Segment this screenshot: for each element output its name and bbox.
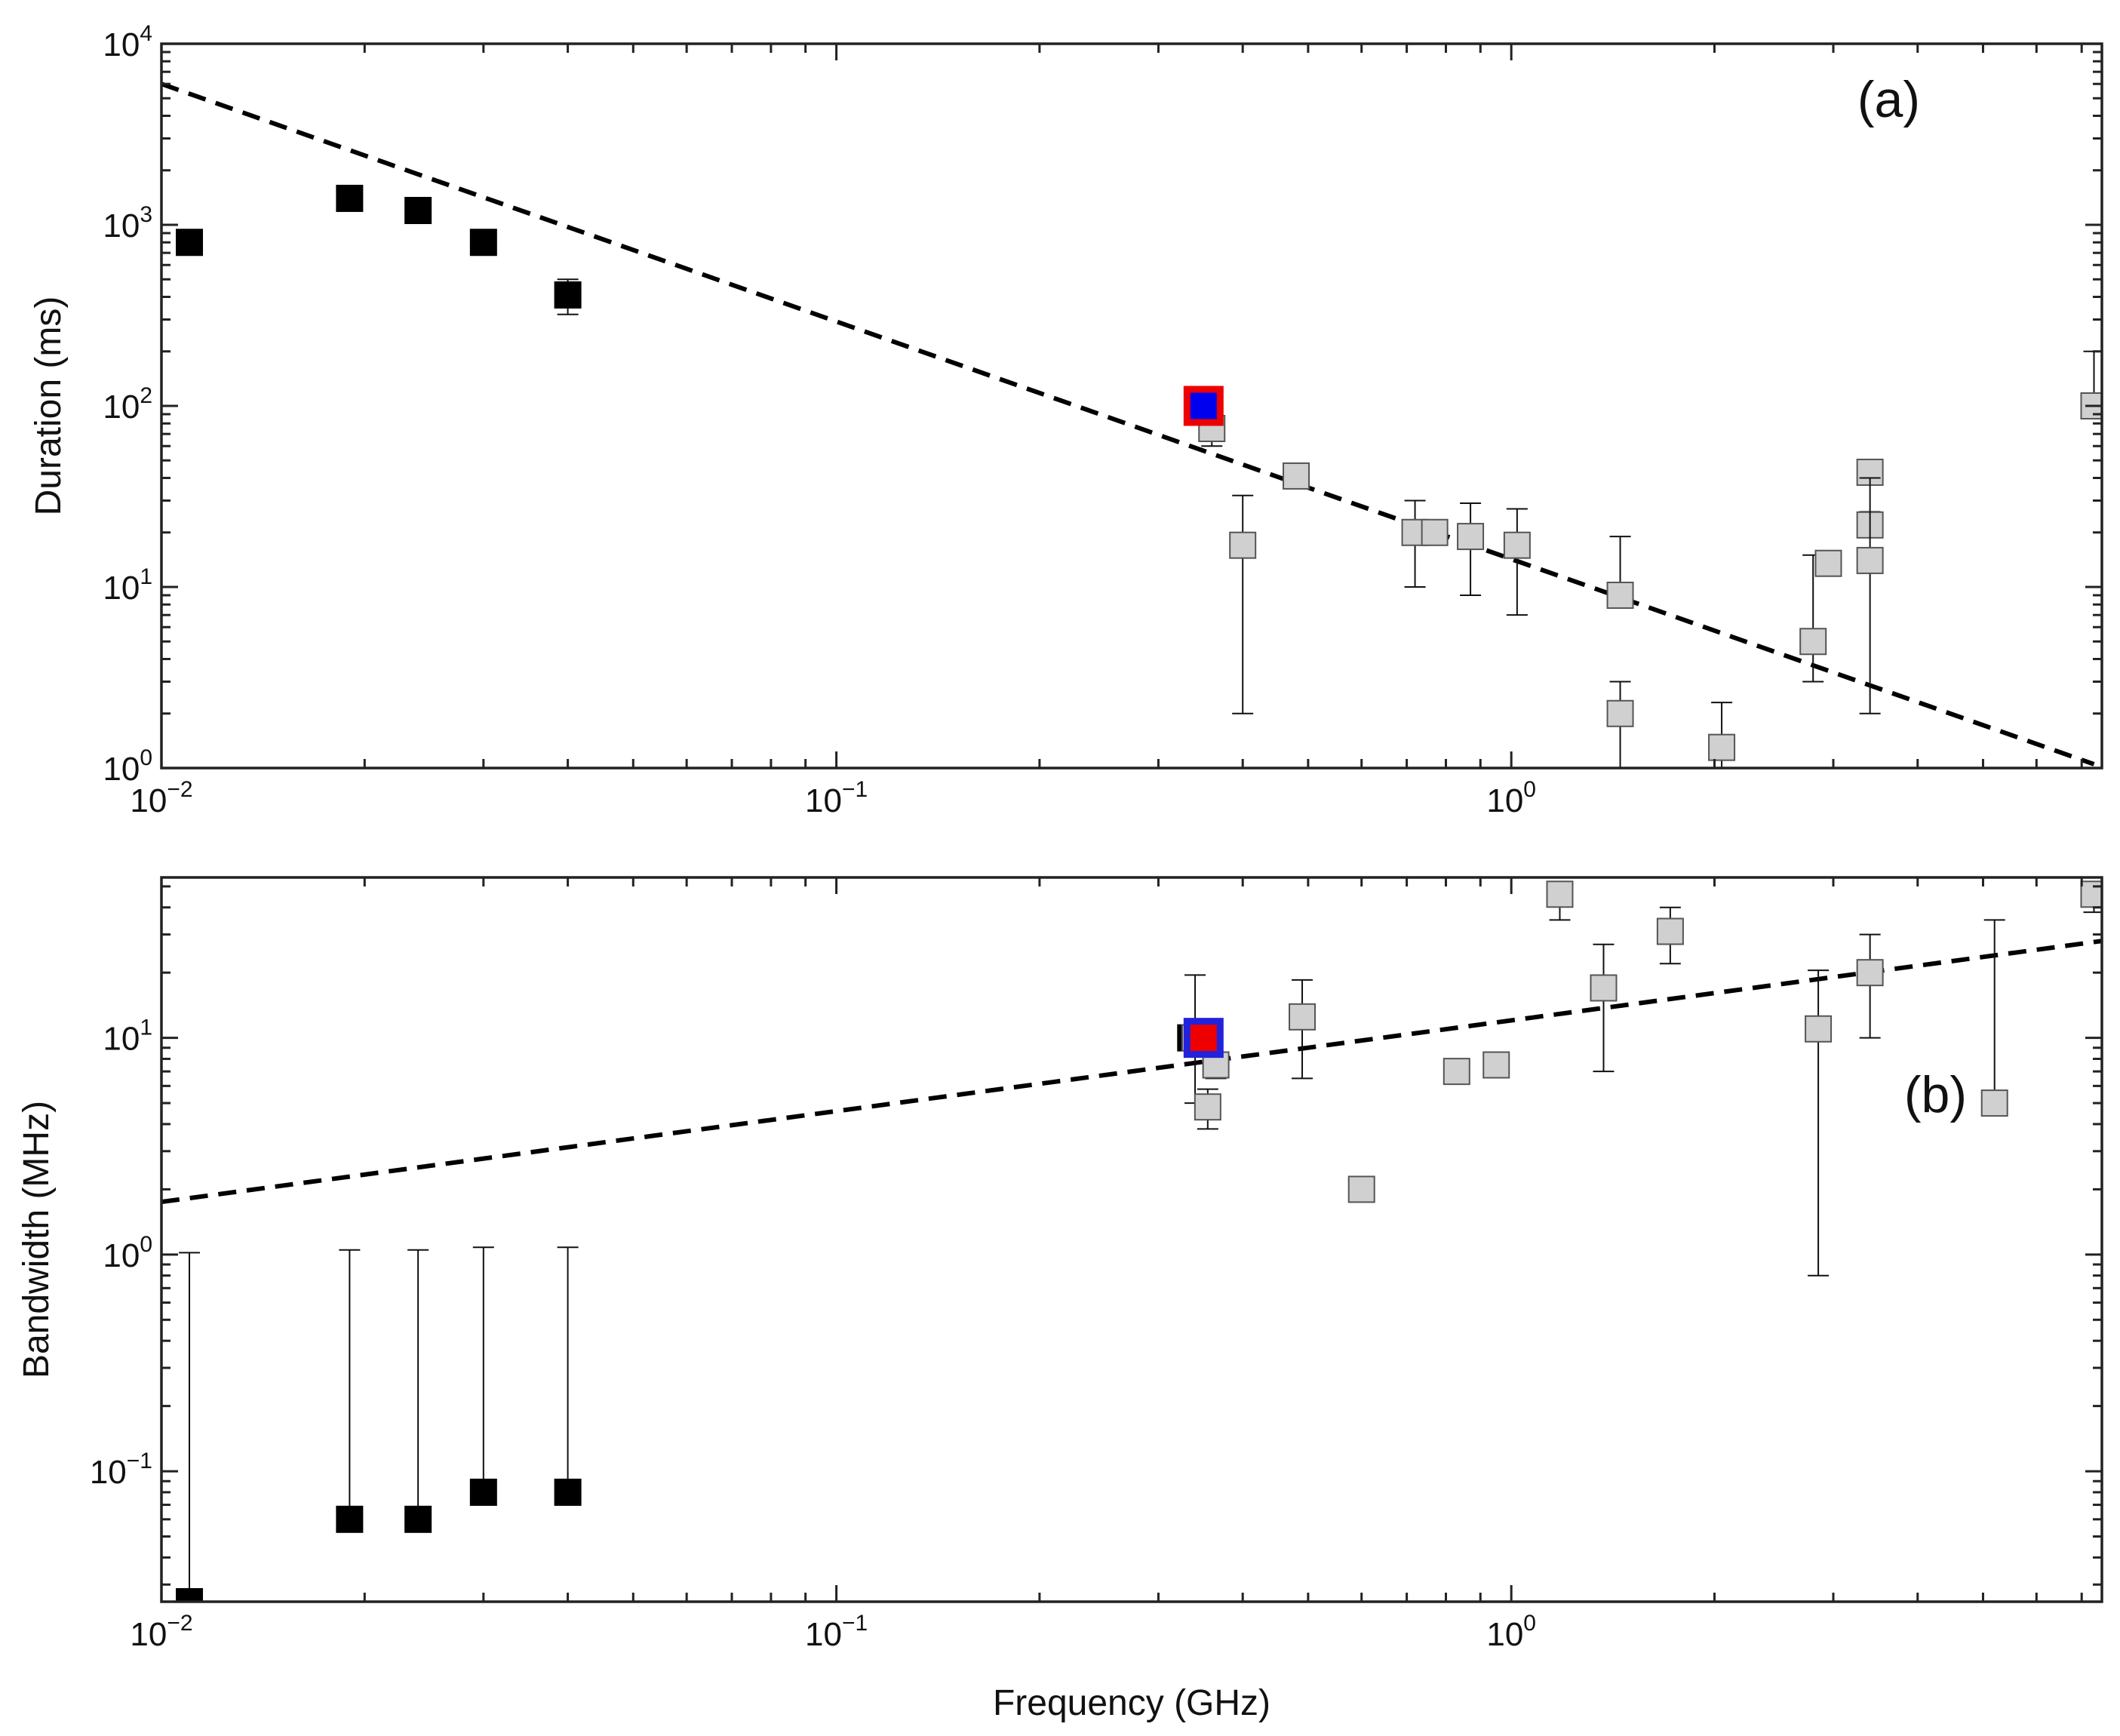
panel-a-point-gray: [1799, 628, 1827, 656]
panel-a-label: (a): [1857, 71, 1920, 128]
panel-b-point-black: [176, 1588, 204, 1602]
panel-a-fit-line: [161, 81, 2095, 767]
panel-a-point-gray: [1457, 523, 1485, 551]
panel-b-point-gray: [1805, 1015, 1833, 1043]
panel-b-y-tick-label: 10−1: [90, 1449, 152, 1491]
panel-b-y-axis-label: Bandwidth (MHz): [17, 1101, 57, 1378]
panel-a-point-black: [469, 229, 497, 257]
panel-b-point-black: [469, 1478, 497, 1506]
panel-a-y-tick-label: 101: [103, 564, 152, 607]
panel-b-errorbar: [1983, 919, 2005, 1114]
panel-a-x-tick-label: 10−2: [130, 777, 192, 819]
panel-a-point-gray: [1283, 462, 1310, 490]
panel-b-frame: [160, 876, 2103, 1603]
panel-a-point-black: [554, 281, 582, 309]
panel-a-point-gray: [1814, 549, 1842, 577]
panel-b-point-highlight: [1183, 1018, 1224, 1058]
panel-a-point-gray: [1708, 733, 1736, 761]
panel-b-errorbar: [179, 1252, 201, 1602]
panel-a-x-tick-label: 10−1: [805, 777, 868, 819]
panel-b-point-gray: [1856, 959, 1884, 987]
panel-b: (b) Bandwidth (MHz) 10−2 10−1 10010−110010…: [17, 876, 2103, 1723]
x-axis-label: Frequency (GHz): [993, 1683, 1270, 1723]
panel-a-y-tick-label: 103: [103, 202, 152, 244]
panel-b-x-tick-label: 100: [1486, 1611, 1536, 1653]
panel-a-point-gray: [1606, 581, 1634, 609]
panel-a-point-black: [336, 184, 364, 212]
panel-b-plot-area: [161, 880, 2102, 1602]
panel-b-point-black: [336, 1505, 364, 1533]
panel-a-point-gray: [1421, 518, 1449, 546]
panel-a-point-highlight: [1183, 386, 1224, 426]
panel-b-label: (b): [1904, 1066, 1967, 1123]
panel-b-errorbar: [407, 1249, 429, 1520]
panel-b-y-tick-label: 101: [103, 1015, 152, 1058]
panel-a-point-black: [176, 229, 204, 257]
panel-b-errorbar: [1593, 943, 1615, 1073]
panel-a-point-gray: [1503, 531, 1531, 559]
panel-b-point-gray: [1590, 974, 1618, 1002]
panel-b-y-tick-label: 100: [103, 1232, 152, 1274]
panel-b-ticks: 10−2 10−1 100 10−1 100 101: [90, 877, 2102, 1653]
panel-b-fit-line: [161, 939, 2102, 1205]
panel-a-errorbar: [1859, 477, 1881, 714]
panel-b-point-gray: [1980, 1089, 2008, 1117]
panel-a-frame: [160, 42, 2103, 770]
panel-a: (a) Duration (ms) 10−2 10−1 10010010110210…: [29, 21, 2103, 819]
panel-a-point-gray: [1856, 546, 1884, 574]
panel-a-y-tick-label: 100: [103, 745, 152, 788]
panel-b-point-black: [554, 1478, 582, 1506]
panel-b-errorbar: [557, 1246, 579, 1493]
panel-b-point-gray: [1289, 1003, 1317, 1031]
panel-b-point-gray: [1482, 1051, 1510, 1079]
panel-a-y-axis-label: Duration (ms): [29, 297, 69, 516]
panel-b-point-gray: [1347, 1175, 1375, 1203]
panel-b-x-tick-label: 10−2: [130, 1611, 192, 1653]
panel-a-y-tick-label: 102: [103, 383, 152, 426]
panel-b-point-black: [404, 1505, 432, 1533]
panel-a-plot-area: [161, 81, 2102, 768]
panel-b-errorbar: [339, 1249, 361, 1520]
panel-a-point-black: [404, 196, 432, 224]
panel-a-errorbar: [1506, 508, 1528, 616]
panel-b-point-gray: [1656, 917, 1684, 945]
panel-b-point-gray: [1194, 1093, 1221, 1121]
panel-a-ticks: 10−2 10−1 100 100 101 102 103 104: [103, 21, 2102, 819]
panel-a-point-gray: [1229, 531, 1257, 559]
panel-a-y-tick-label: 104: [103, 21, 152, 63]
panel-b-point-gray: [1443, 1058, 1470, 1086]
panel-a-x-tick-label: 100: [1486, 777, 1536, 819]
panel-b-errorbar: [472, 1246, 494, 1493]
panel-a-errorbar: [1232, 494, 1254, 714]
panel-b-x-tick-label: 10−1: [805, 1611, 868, 1653]
panel-b-point-gray: [1546, 880, 1574, 908]
panel-a-point-gray: [1606, 699, 1634, 727]
